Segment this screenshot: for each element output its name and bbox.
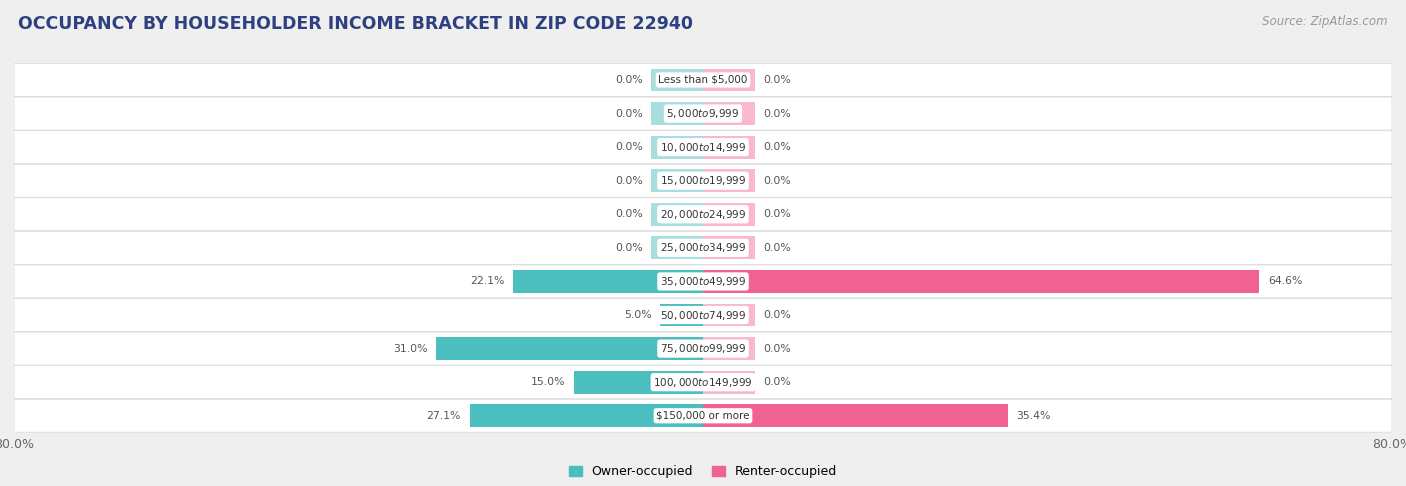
- FancyBboxPatch shape: [14, 198, 1392, 231]
- Text: $20,000 to $24,999: $20,000 to $24,999: [659, 208, 747, 221]
- Text: $10,000 to $14,999: $10,000 to $14,999: [659, 140, 747, 154]
- Text: 27.1%: 27.1%: [426, 411, 461, 421]
- Bar: [703, 337, 755, 360]
- Bar: [651, 203, 703, 226]
- Bar: [703, 136, 755, 158]
- Bar: [703, 270, 1260, 293]
- Text: $15,000 to $19,999: $15,000 to $19,999: [659, 174, 747, 187]
- FancyBboxPatch shape: [14, 231, 1392, 264]
- Text: 0.0%: 0.0%: [763, 209, 792, 219]
- Text: $75,000 to $99,999: $75,000 to $99,999: [659, 342, 747, 355]
- Text: Source: ZipAtlas.com: Source: ZipAtlas.com: [1263, 15, 1388, 28]
- Text: $25,000 to $34,999: $25,000 to $34,999: [659, 242, 747, 254]
- Bar: [574, 371, 703, 394]
- Text: 0.0%: 0.0%: [614, 176, 643, 186]
- Bar: [651, 136, 703, 158]
- Text: 0.0%: 0.0%: [614, 108, 643, 119]
- Text: 0.0%: 0.0%: [614, 142, 643, 152]
- Text: 0.0%: 0.0%: [763, 142, 792, 152]
- FancyBboxPatch shape: [14, 332, 1392, 365]
- Bar: [703, 304, 755, 327]
- Text: 0.0%: 0.0%: [763, 176, 792, 186]
- Text: $50,000 to $74,999: $50,000 to $74,999: [659, 309, 747, 322]
- Text: 0.0%: 0.0%: [614, 243, 643, 253]
- Bar: [703, 102, 755, 125]
- Bar: [651, 102, 703, 125]
- Text: 31.0%: 31.0%: [392, 344, 427, 354]
- Text: 0.0%: 0.0%: [763, 75, 792, 85]
- Legend: Owner-occupied, Renter-occupied: Owner-occupied, Renter-occupied: [569, 465, 837, 478]
- Text: $100,000 to $149,999: $100,000 to $149,999: [654, 376, 752, 389]
- Text: 0.0%: 0.0%: [763, 108, 792, 119]
- Text: Less than $5,000: Less than $5,000: [658, 75, 748, 85]
- Bar: [703, 169, 755, 192]
- FancyBboxPatch shape: [14, 298, 1392, 331]
- FancyBboxPatch shape: [14, 64, 1392, 96]
- Text: $5,000 to $9,999: $5,000 to $9,999: [666, 107, 740, 120]
- Bar: [436, 337, 703, 360]
- FancyBboxPatch shape: [14, 97, 1392, 130]
- Bar: [651, 237, 703, 259]
- Bar: [651, 169, 703, 192]
- Bar: [703, 69, 755, 91]
- Bar: [470, 404, 703, 427]
- Text: 0.0%: 0.0%: [763, 377, 792, 387]
- Bar: [659, 304, 703, 327]
- Bar: [703, 404, 1008, 427]
- Bar: [513, 270, 703, 293]
- Text: 0.0%: 0.0%: [763, 344, 792, 354]
- Text: OCCUPANCY BY HOUSEHOLDER INCOME BRACKET IN ZIP CODE 22940: OCCUPANCY BY HOUSEHOLDER INCOME BRACKET …: [18, 15, 693, 33]
- Text: $150,000 or more: $150,000 or more: [657, 411, 749, 421]
- FancyBboxPatch shape: [14, 164, 1392, 197]
- Text: $35,000 to $49,999: $35,000 to $49,999: [659, 275, 747, 288]
- FancyBboxPatch shape: [14, 265, 1392, 298]
- Bar: [703, 203, 755, 226]
- Text: 5.0%: 5.0%: [624, 310, 651, 320]
- Text: 22.1%: 22.1%: [470, 277, 505, 286]
- Text: 15.0%: 15.0%: [530, 377, 565, 387]
- Text: 0.0%: 0.0%: [763, 243, 792, 253]
- Bar: [703, 237, 755, 259]
- Text: 0.0%: 0.0%: [763, 310, 792, 320]
- Text: 0.0%: 0.0%: [614, 209, 643, 219]
- Bar: [651, 69, 703, 91]
- Text: 0.0%: 0.0%: [614, 75, 643, 85]
- FancyBboxPatch shape: [14, 131, 1392, 164]
- Bar: [703, 371, 755, 394]
- Text: 64.6%: 64.6%: [1268, 277, 1302, 286]
- Text: 35.4%: 35.4%: [1017, 411, 1050, 421]
- FancyBboxPatch shape: [14, 366, 1392, 399]
- FancyBboxPatch shape: [14, 399, 1392, 432]
